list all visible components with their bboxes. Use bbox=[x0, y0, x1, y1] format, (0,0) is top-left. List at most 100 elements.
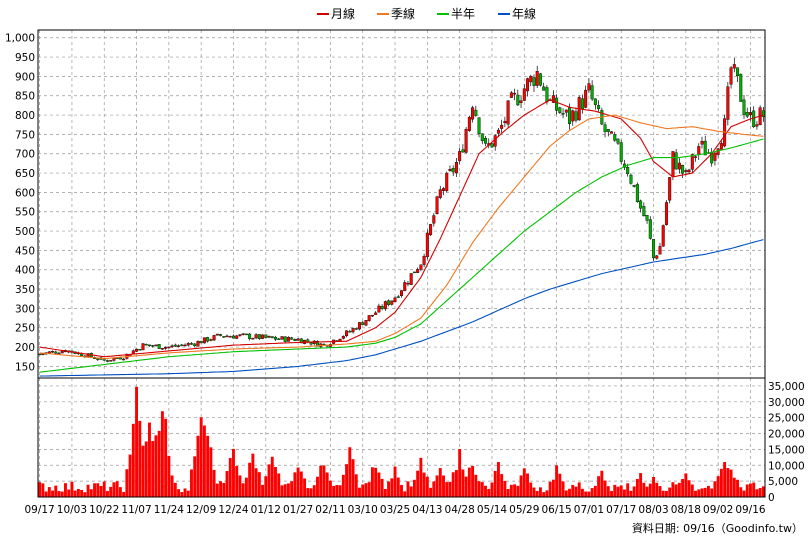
candle-body bbox=[112, 358, 116, 361]
volume-bar bbox=[248, 462, 252, 497]
volume-bar bbox=[286, 483, 290, 497]
candle-body bbox=[684, 170, 688, 172]
volume-bar bbox=[387, 481, 391, 497]
candle-body bbox=[755, 124, 759, 127]
candle-body bbox=[467, 116, 471, 131]
date-tick-label: 08/18 bbox=[671, 504, 701, 516]
candle-body bbox=[480, 133, 484, 141]
candle-body bbox=[199, 341, 203, 344]
volume-bar bbox=[283, 484, 287, 497]
volume-bar bbox=[409, 486, 413, 497]
candle-body bbox=[290, 337, 294, 340]
candle-body bbox=[538, 73, 542, 86]
candle-body bbox=[412, 271, 416, 274]
volume-bar bbox=[681, 478, 685, 497]
candle-body bbox=[493, 135, 497, 147]
candle-body bbox=[160, 348, 164, 350]
volume-bar bbox=[367, 482, 371, 497]
volume-bar bbox=[658, 486, 662, 497]
candle-body bbox=[526, 78, 530, 92]
candle-body bbox=[118, 357, 122, 360]
legend-label-quarterly: 季線 bbox=[391, 6, 415, 21]
price-tick-label: 400 bbox=[15, 265, 35, 277]
volume-tick-label: 20,000 bbox=[768, 429, 805, 441]
volume-bar bbox=[235, 466, 239, 497]
volume-bar bbox=[538, 487, 542, 497]
volume-bar bbox=[322, 465, 326, 497]
candle-body bbox=[209, 339, 213, 341]
volume-bar bbox=[493, 470, 497, 497]
candle-body bbox=[400, 290, 403, 297]
volume-bar bbox=[445, 482, 449, 497]
volume-bar bbox=[219, 481, 223, 497]
volume-bar bbox=[251, 453, 255, 497]
volume-bar bbox=[419, 457, 423, 497]
candle-body bbox=[658, 246, 662, 255]
volume-bar bbox=[51, 490, 54, 497]
candle-body bbox=[351, 328, 355, 333]
volume-bar bbox=[115, 481, 119, 497]
date-tick-label: 05/29 bbox=[509, 504, 539, 516]
volume-bar bbox=[319, 465, 323, 497]
candle-body bbox=[448, 169, 452, 171]
ma-quarterly-line bbox=[39, 114, 764, 360]
ma-halfyear-line bbox=[39, 138, 764, 373]
volume-bar bbox=[316, 476, 319, 497]
candle-body bbox=[664, 202, 668, 225]
volume-bar bbox=[438, 468, 442, 497]
price-tick-label: 650 bbox=[15, 168, 35, 180]
candle-body bbox=[748, 112, 752, 116]
candle-body bbox=[616, 138, 620, 144]
volume-bar bbox=[254, 468, 258, 497]
candle-body bbox=[568, 107, 572, 124]
volume-bar bbox=[484, 485, 487, 497]
volume-bar bbox=[616, 486, 620, 497]
price-tick-label: 600 bbox=[15, 187, 35, 199]
candle-body bbox=[254, 334, 258, 339]
volume-bar bbox=[57, 491, 61, 497]
volume-bar bbox=[228, 458, 232, 497]
ma-yearly-line bbox=[39, 239, 764, 377]
candle-body bbox=[51, 351, 55, 353]
candle-body bbox=[261, 334, 265, 339]
candle-body bbox=[671, 151, 675, 178]
volume-bar bbox=[590, 488, 594, 497]
candle-body bbox=[677, 162, 681, 170]
candle-body bbox=[587, 83, 591, 91]
volume-bar bbox=[232, 448, 235, 497]
candle-body bbox=[193, 343, 197, 346]
candle-body bbox=[299, 338, 303, 344]
candle-body bbox=[212, 335, 216, 341]
candle-body bbox=[739, 73, 743, 102]
volume-bar bbox=[742, 490, 746, 497]
candle-body bbox=[454, 162, 458, 174]
volume-bar bbox=[190, 469, 193, 497]
volume-bar bbox=[526, 473, 529, 497]
volume-bar bbox=[341, 474, 345, 497]
candle-body bbox=[374, 312, 378, 315]
volume-bar bbox=[629, 490, 633, 497]
volume-bar bbox=[416, 470, 420, 497]
candle-body bbox=[419, 264, 423, 270]
candle-body bbox=[593, 98, 597, 105]
volume-bar bbox=[635, 478, 639, 497]
volume-bar bbox=[432, 481, 436, 497]
legend-label-yearly: 年線 bbox=[512, 6, 536, 21]
volume-bar bbox=[306, 488, 310, 497]
candle-body bbox=[144, 343, 148, 346]
volume-bar bbox=[697, 489, 701, 497]
price-tick-label: 150 bbox=[15, 361, 35, 373]
candle-body bbox=[370, 314, 374, 317]
candle-body bbox=[377, 305, 381, 313]
candle-body bbox=[432, 215, 436, 224]
volume-bar bbox=[83, 492, 87, 497]
volume-bar bbox=[719, 468, 723, 497]
volume-bar bbox=[299, 471, 303, 497]
candle-body bbox=[293, 339, 297, 341]
volume-bar bbox=[674, 484, 678, 497]
candle-body bbox=[177, 345, 181, 347]
volume-tick-label: 10,000 bbox=[768, 460, 805, 472]
volume-bar bbox=[89, 489, 93, 497]
candle-body bbox=[736, 67, 740, 77]
candle-body bbox=[309, 342, 313, 345]
